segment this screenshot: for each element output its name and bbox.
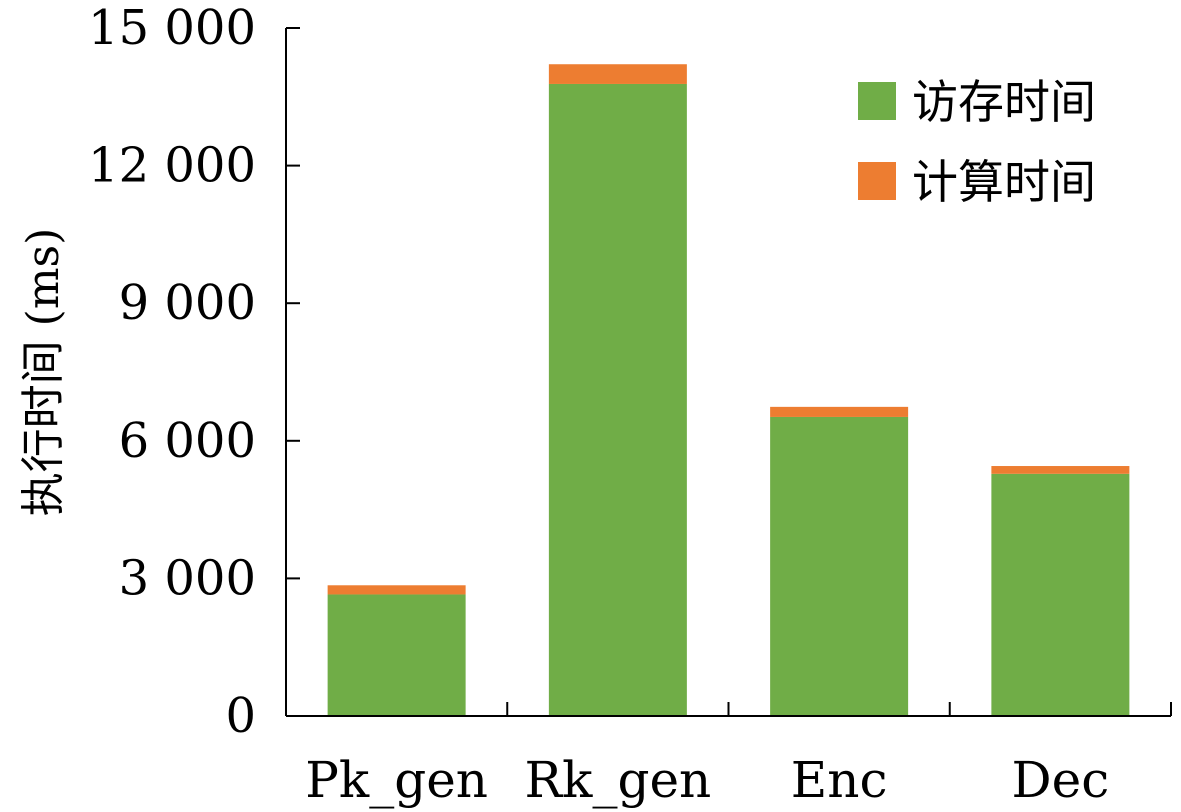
x-category-label: Enc <box>791 751 888 809</box>
y-tick-label: 9 000 <box>119 275 256 331</box>
legend-swatch <box>858 82 896 120</box>
y-tick-label: 12 000 <box>88 138 256 194</box>
legend-label: 计算时间 <box>912 155 1096 209</box>
y-tick-label: 3 000 <box>119 550 256 606</box>
y-axis-label: 执行时间 (ms) <box>18 228 69 517</box>
bar-pk-gen-series-0 <box>327 594 466 716</box>
y-tick-label: 6 000 <box>119 413 256 469</box>
bar-rk-gen-series-0 <box>548 83 687 716</box>
y-tick-label: 15 000 <box>88 0 256 56</box>
bar-dec-series-1 <box>991 466 1130 474</box>
bars-group <box>327 64 1130 716</box>
x-category-label: Dec <box>1012 751 1110 809</box>
x-categories-group: Pk_gen Rk_gen Enc Dec <box>305 751 1109 809</box>
bar-enc-series-0 <box>770 416 909 716</box>
x-category-label: Pk_gen <box>305 751 488 809</box>
y-tick-label: 0 <box>225 688 256 744</box>
legend-label: 访存时间 <box>912 75 1096 129</box>
bar-pk-gen-series-1 <box>327 585 466 595</box>
bar-dec-series-0 <box>991 473 1130 716</box>
y-ticks-group: 0 3 000 6 000 9 000 12 000 15 000 <box>88 0 1172 744</box>
bar-enc-series-1 <box>770 406 909 417</box>
bar-rk-gen-series-1 <box>548 64 687 84</box>
x-category-label: Rk_gen <box>525 751 712 809</box>
legend-swatch <box>858 162 896 200</box>
